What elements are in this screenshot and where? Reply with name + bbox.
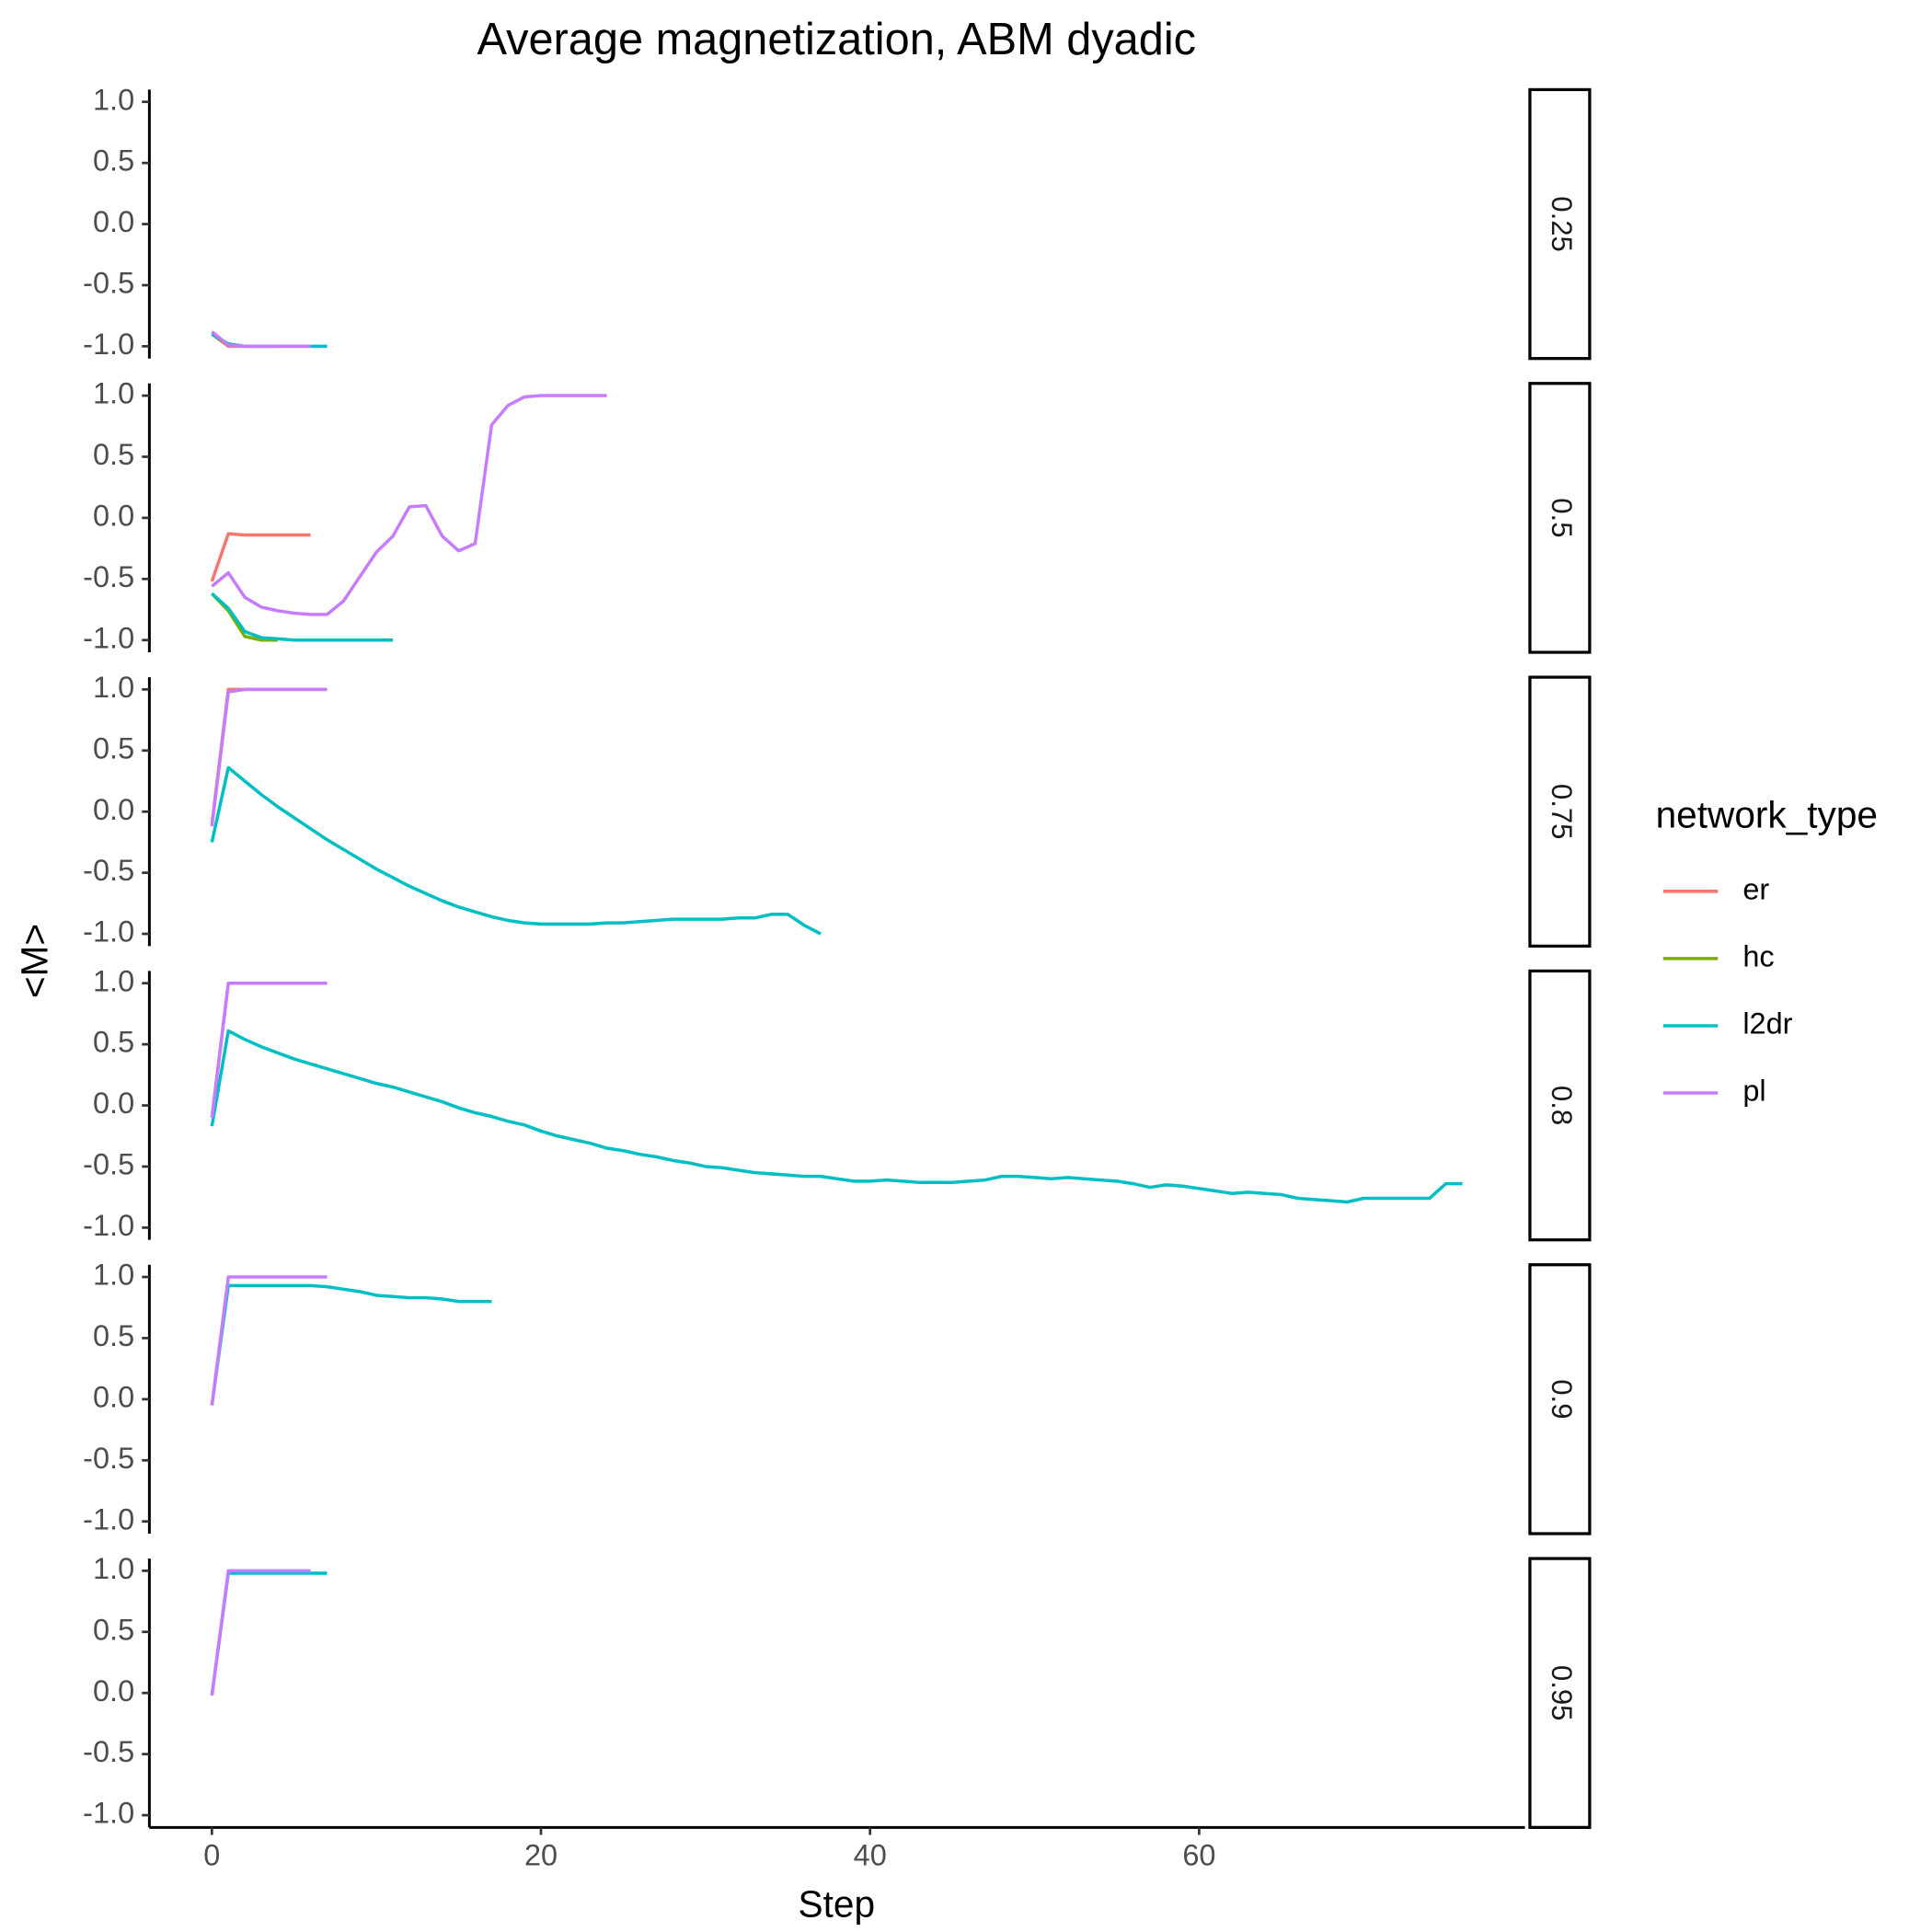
y-axis-label: <M> [13,924,55,998]
y-tick-label: 1.0 [93,83,134,116]
y-tick-label: -0.5 [83,1148,134,1181]
y-tick-label: 1.0 [93,671,134,704]
y-tick-label: 0.5 [93,1613,134,1646]
y-tick-label: -0.5 [83,267,134,300]
y-tick-label: -0.5 [83,854,134,887]
x-tick-label: 40 [854,1838,887,1871]
facet-strip [1528,1557,1592,1829]
y-tick-label: -1.0 [83,621,134,654]
x-tick-label: 60 [1182,1838,1215,1871]
data-line [211,394,607,616]
data-line [210,1029,1463,1204]
y-tick-label: 0.0 [93,499,134,532]
y-tick-label: 1.0 [93,1552,134,1585]
legend-label: l2dr [1742,1007,1792,1041]
facet-strip [1528,1263,1592,1535]
data-line [210,687,328,827]
chart-title: Average magnetization, ABM dyadic [477,15,1197,64]
data-line [210,1571,328,1696]
facet-strip [1528,382,1592,654]
facet-strip [1528,969,1592,1242]
data-line [211,592,394,642]
y-tick-label: -0.5 [83,1442,134,1475]
facet-label: 0.5 [1546,498,1578,537]
y-tick-label: 1.0 [93,964,134,997]
y-tick-label: -1.0 [83,1797,134,1830]
data-line [210,1283,492,1406]
y-tick-label: 0.0 [93,1087,134,1120]
data-line [210,1275,328,1406]
facet-label: 0.75 [1546,784,1578,840]
facet-label: 0.95 [1546,1665,1578,1721]
y-tick-label: 0.5 [93,144,134,178]
facet-strip [1528,87,1592,361]
y-tick-label: -1.0 [83,1209,134,1242]
y-tick-label: 0.5 [93,1026,134,1059]
x-axis-label: Step [799,1883,875,1926]
x-tick-label: 20 [524,1838,558,1871]
y-tick-label: 1.0 [93,377,134,410]
facet-label: 0.9 [1546,1379,1578,1419]
data-line [210,532,311,582]
y-tick-label: 0.0 [93,205,134,238]
y-tick-label: 0.0 [93,1380,134,1413]
legend-title: network_type [1656,794,1878,836]
data-line [210,981,328,1119]
y-tick-label: 0.0 [93,793,134,826]
legend-label: hc [1742,939,1774,972]
data-line [210,687,328,824]
y-tick-label: 0.0 [93,1674,134,1708]
y-tick-label: -1.0 [83,915,134,949]
data-line [210,1569,311,1696]
legend-label: pl [1742,1075,1765,1108]
y-tick-label: -1.0 [83,328,134,361]
y-tick-label: -0.5 [83,560,134,593]
data-line [210,765,822,936]
x-tick-label: 0 [203,1838,220,1871]
y-tick-label: 0.5 [93,1319,134,1352]
y-tick-label: 0.5 [93,438,134,471]
y-tick-label: 1.0 [93,1259,134,1292]
y-tick-label: 0.5 [93,731,134,765]
facet-strip [1528,675,1592,948]
y-tick-label: -0.5 [83,1735,134,1768]
facet-label: 0.8 [1546,1086,1578,1125]
data-line [211,330,311,349]
y-tick-label: -1.0 [83,1502,134,1535]
facet-label: 0.25 [1546,196,1578,252]
legend-label: er [1742,872,1769,905]
